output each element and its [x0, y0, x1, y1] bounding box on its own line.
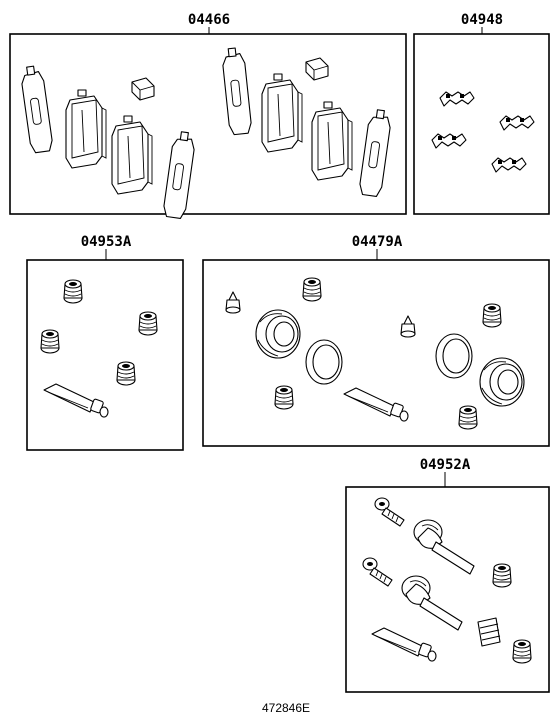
pad-kit-callout: 04466 — [188, 12, 230, 28]
pad-kit-frame — [9, 33, 407, 215]
pad-part — [311, 101, 353, 181]
pad-part — [261, 73, 303, 153]
bolt-part — [374, 497, 405, 527]
pad-part — [65, 89, 107, 169]
boot-part — [492, 563, 512, 588]
anti-squeal-clip-part — [491, 157, 527, 173]
pad-kit-group: 04466 — [9, 12, 407, 220]
cylinder-kit-group: 04479A — [202, 234, 550, 447]
anti-squeal-clip-part — [431, 133, 467, 149]
boot-kit-frame — [26, 259, 184, 451]
anti-squeal-clip-part — [439, 91, 475, 107]
boot-kit-callout: 04953A — [81, 234, 132, 250]
grease-tube-part — [371, 627, 437, 662]
cylinder-kit-callout: 04479A — [352, 234, 403, 250]
boot-part — [458, 405, 478, 430]
piston-ring-part — [435, 333, 473, 379]
slide-pin-part — [401, 575, 463, 631]
reference-code: 472846E — [262, 701, 310, 715]
boot-part — [302, 277, 322, 302]
boot-part — [116, 361, 136, 386]
grease-tube-part — [43, 383, 109, 418]
boot-part — [512, 639, 532, 664]
bleeder-cap-part — [225, 291, 241, 314]
slide-pin-kit-frame — [345, 486, 550, 693]
shim-part — [220, 46, 253, 136]
boot-kit-group: 04953A — [26, 234, 184, 451]
bolt-part — [362, 557, 393, 587]
anti-squeal-clip-part — [499, 115, 535, 131]
shim-part — [357, 108, 393, 198]
shim-part — [161, 130, 197, 220]
piston-seal-part — [479, 357, 525, 407]
grease-tube-part — [343, 387, 409, 422]
slide-pin-kit-group: 04952A — [345, 457, 550, 693]
pad-clip-part — [305, 57, 329, 81]
cylinder-kit-frame — [202, 259, 550, 447]
piston-seal-part — [255, 309, 301, 359]
fitting-kit-frame — [413, 33, 550, 215]
slide-pin-kit-callout: 04952A — [420, 457, 471, 473]
bleeder-cap-part — [400, 315, 416, 338]
fitting-kit-group: 04948 — [413, 12, 550, 215]
piston-ring-part — [305, 339, 343, 385]
boot-part — [40, 329, 60, 354]
boot-part — [138, 311, 158, 336]
boot-part — [63, 279, 83, 304]
fitting-kit-callout: 04948 — [461, 12, 503, 28]
slide-pin-part — [413, 519, 475, 575]
bushing-part — [477, 617, 501, 647]
pad-clip-part — [131, 77, 155, 101]
boot-part — [482, 303, 502, 328]
pad-part — [111, 115, 153, 195]
shim-part — [19, 64, 55, 154]
boot-part — [274, 385, 294, 410]
